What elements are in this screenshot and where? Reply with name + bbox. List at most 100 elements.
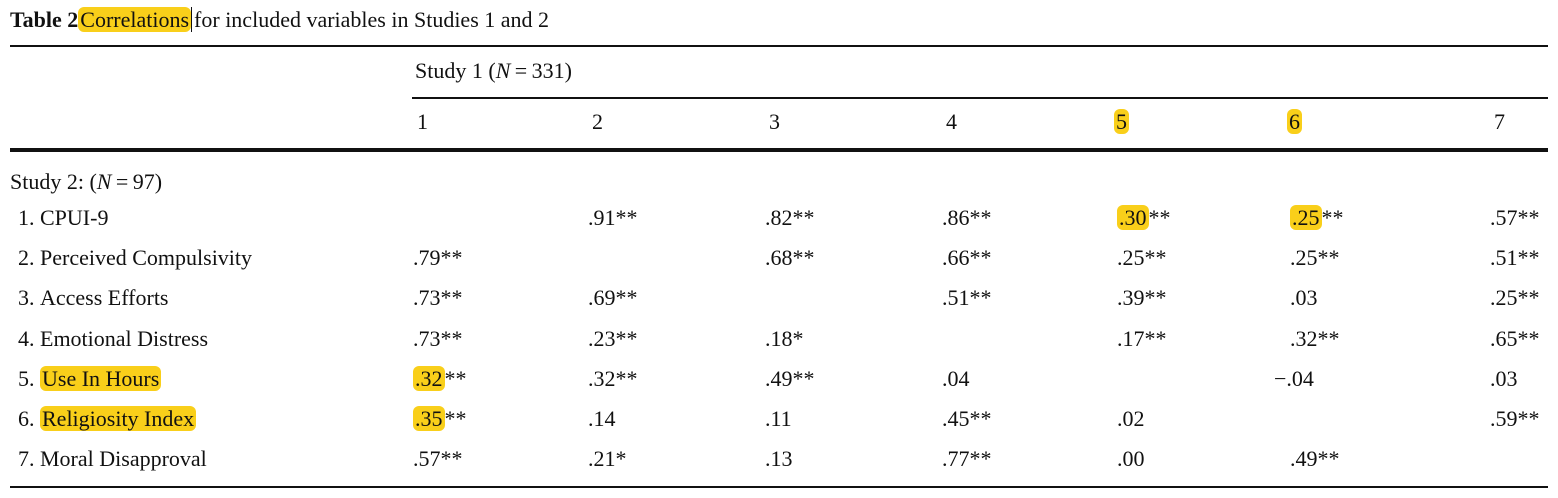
cell-value: .23** <box>588 325 638 351</box>
rule <box>10 148 1548 152</box>
cell: .00 <box>1117 446 1145 472</box>
cell-value-highlight: .35 <box>413 406 445 431</box>
cell-value: .00 <box>1117 446 1145 472</box>
column-header: 5 <box>1114 109 1129 135</box>
column-label: 4 <box>946 109 957 134</box>
cell-value: .02 <box>1117 406 1145 431</box>
cell: .32** <box>588 366 638 392</box>
cell: .23** <box>588 326 638 352</box>
cell: .32** <box>413 365 467 392</box>
row-label: 4. Emotional Distress <box>18 326 208 352</box>
section-before: Study 2: ( <box>10 169 97 194</box>
cell-value: .25** <box>1490 285 1540 311</box>
cell-value: .91** <box>588 205 638 230</box>
cell-value: .49** <box>765 365 815 391</box>
cell-value: .51** <box>1490 245 1540 271</box>
cell-value: .68** <box>765 245 815 271</box>
cell-value: .57** <box>1490 205 1540 230</box>
cell-value-rest: ** <box>1148 205 1171 230</box>
cell: .49** <box>765 366 815 392</box>
row-name-highlight: Religiosity Index <box>40 406 197 431</box>
cell-value: .03 <box>1290 285 1318 311</box>
row-label: 2. Perceived Compulsivity <box>18 245 252 271</box>
cell: .57** <box>1490 205 1540 231</box>
cell-value: .79** <box>413 245 463 271</box>
cell-value: .59** <box>1490 406 1540 431</box>
cell: .69** <box>588 285 638 311</box>
group-header: Study 1 (N = 331) <box>415 58 572 84</box>
row-name-highlight: Use In Hours <box>40 365 162 391</box>
cell: .25** <box>1117 245 1167 271</box>
section-header: Study 2: (N = 97) <box>10 169 162 195</box>
cell-value-rest: ** <box>1321 205 1344 230</box>
cell: .18* <box>765 326 804 352</box>
cell-value: .49** <box>1290 446 1340 472</box>
rule <box>10 45 1548 47</box>
cell-value-highlight: .32 <box>413 365 445 391</box>
row-label: 5. Use In Hours <box>18 365 162 392</box>
cell-value: .32** <box>588 365 638 391</box>
cell: .82** <box>765 205 815 231</box>
cell: .02 <box>1117 406 1145 432</box>
row-name: Moral Disapproval <box>40 446 207 472</box>
column-label-highlight: 5 <box>1114 109 1129 134</box>
cell-value: .45** <box>942 406 992 431</box>
section-italic: N <box>96 169 112 194</box>
cell-value: .73** <box>413 285 463 311</box>
cell: .21* <box>588 446 627 472</box>
cell: .51** <box>942 285 992 311</box>
cell-value-rest: ** <box>444 365 467 391</box>
cell-value: .25** <box>1290 245 1340 271</box>
cell: .04 <box>942 366 970 392</box>
cell-value: .69** <box>588 285 638 311</box>
row-name: CPUI-9 <box>40 205 109 230</box>
cell-value: .25** <box>1117 245 1167 271</box>
cell-value: .14 <box>588 406 616 431</box>
cell: .30** <box>1117 205 1171 231</box>
cell-value: .73** <box>413 325 463 351</box>
row-number: 7. <box>18 446 35 472</box>
cell-value: .86** <box>942 205 992 230</box>
cell-value: −.04 <box>1274 365 1314 391</box>
row-name: Perceived Compulsivity <box>40 245 253 271</box>
cell: .45** <box>942 406 992 432</box>
cell: .03 <box>1290 285 1318 311</box>
rule <box>412 97 1548 99</box>
column-header: 4 <box>946 109 957 135</box>
title-highlight: Correlations <box>78 7 192 32</box>
cell: .03 <box>1490 366 1518 392</box>
row-number: 3. <box>18 285 35 311</box>
cell-value: .18* <box>765 325 804 351</box>
cell-value: .32** <box>1290 325 1340 351</box>
cell-value: .65** <box>1490 325 1540 351</box>
column-header: 2 <box>592 109 603 135</box>
column-label-highlight: 6 <box>1287 109 1302 134</box>
row-number: 2. <box>18 245 35 271</box>
cell-value: .17** <box>1117 325 1167 351</box>
group-before: Study 1 ( <box>415 58 496 83</box>
cell: .68** <box>765 245 815 271</box>
column-header: 1 <box>417 109 428 135</box>
cell-value: .21* <box>588 446 627 472</box>
section-after: = 97) <box>111 169 163 194</box>
cell: .25** <box>1490 285 1540 311</box>
row-label: 6. Religiosity Index <box>18 406 197 432</box>
cell: −.04 <box>1274 366 1314 392</box>
cell: .51** <box>1490 245 1540 271</box>
column-header: 6 <box>1287 109 1302 135</box>
cell: .25** <box>1290 205 1344 231</box>
cell-value: .66** <box>942 245 992 271</box>
column-label: 2 <box>592 109 603 134</box>
cell-value: .57** <box>413 446 463 472</box>
cell-value-rest: ** <box>444 406 467 431</box>
cell: .73** <box>413 326 463 352</box>
row-name: Access Efforts <box>40 285 169 311</box>
cell: .57** <box>413 446 463 472</box>
cell-value: .04 <box>942 365 970 391</box>
row-number: 6. <box>18 406 35 431</box>
cell-value: .77** <box>942 446 992 472</box>
row-number: 5. <box>18 365 35 391</box>
rule <box>10 486 1548 488</box>
group-italic: N <box>495 58 511 83</box>
row-label: 7. Moral Disapproval <box>18 446 207 472</box>
